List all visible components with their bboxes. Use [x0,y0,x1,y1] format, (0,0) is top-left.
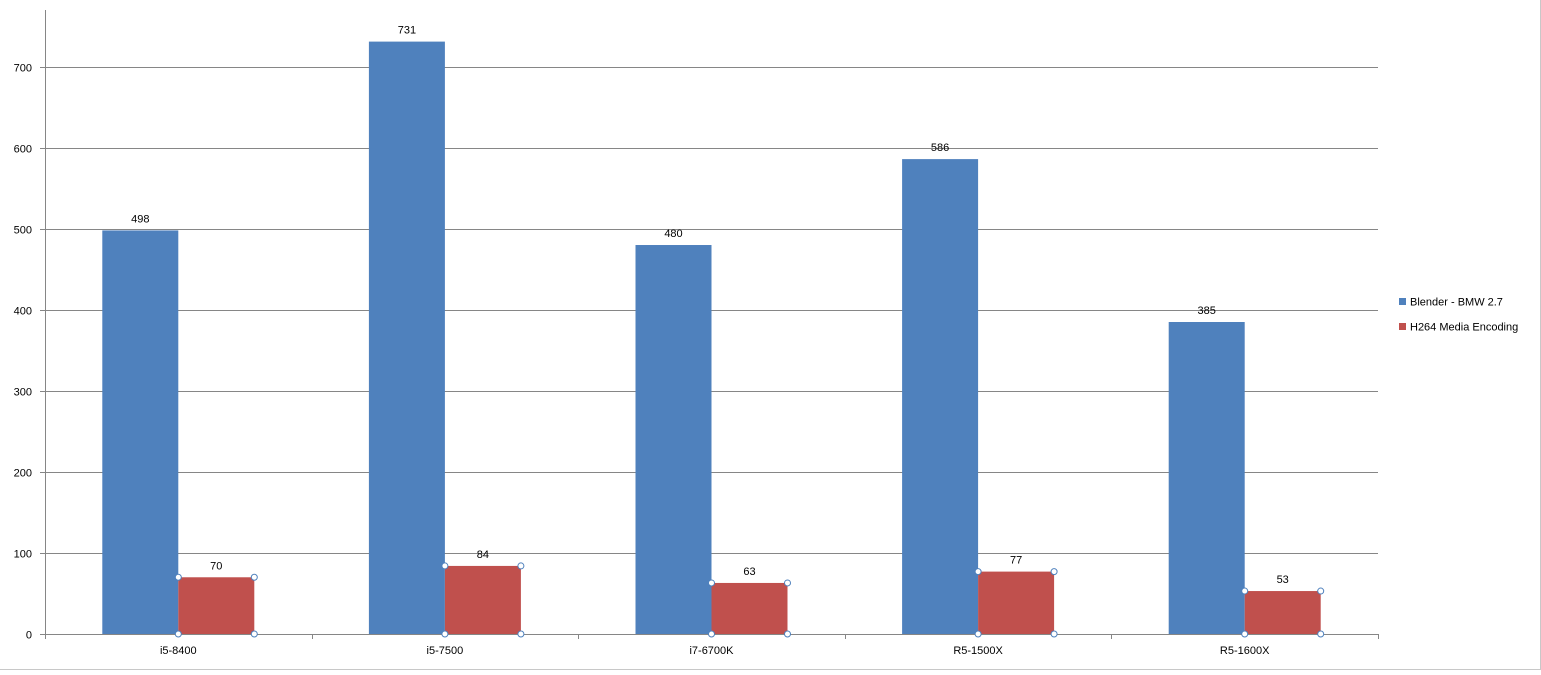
y-tick-label: 400 [14,306,32,318]
selection-handle[interactable] [708,630,715,638]
selection-handle[interactable] [174,630,182,638]
selection-handle[interactable] [974,630,982,638]
legend-swatch [1399,323,1406,330]
selection-handle[interactable] [517,562,525,570]
selection-handle[interactable] [1317,587,1325,595]
x-tick-label: i7-6700K [689,645,734,657]
legend-item-label[interactable]: H264 Media Encoding [1410,322,1518,334]
y-tick-label: 100 [14,549,32,561]
selection-handle[interactable] [1050,630,1058,638]
data-label: 586 [931,142,949,154]
y-tick-label: 0 [26,630,32,642]
selection-handle[interactable] [441,630,449,638]
data-label: 498 [131,213,149,225]
y-tick-label: 200 [14,468,32,480]
data-label: 77 [1010,555,1022,567]
data-label: 731 [398,25,416,37]
x-tick-label: i5-8400 [160,645,197,657]
data-label: 70 [210,560,222,572]
bars[interactable] [102,41,1321,635]
bar-h264-r5-1600x[interactable] [1244,591,1321,634]
bar-blender-i5-7500[interactable] [368,41,445,634]
selection-handle[interactable] [1050,568,1058,576]
bar-blender-r5-1500x[interactable] [902,159,979,634]
selection-handle[interactable] [1241,587,1249,595]
bar-h264-i7-6700k[interactable] [711,582,788,634]
legend-swatch [1399,298,1406,305]
selection-handle[interactable] [250,630,258,638]
x-tick-label: R5-1600X [1220,645,1270,657]
bar-blender-r5-1600x[interactable] [1168,322,1245,634]
x-tick-label: R5-1500X [953,645,1003,657]
selection-handle[interactable] [517,630,525,638]
data-label: 63 [743,566,755,578]
data-label: 53 [1277,574,1289,586]
bar-blender-i5-8400[interactable] [102,230,179,635]
selection-handle[interactable] [250,573,258,581]
y-tick-label: 500 [14,225,32,237]
y-tick-label: 700 [14,63,32,75]
bar-blender-i7-6700k[interactable] [635,245,712,634]
y-tick-label: 300 [14,387,32,399]
selection-handles[interactable] [174,562,1325,638]
bar-h264-i5-7500[interactable] [444,565,521,634]
selection-handle[interactable] [974,568,982,576]
data-label: 84 [477,549,489,561]
selection-handle[interactable] [784,630,791,638]
data-label: 480 [664,228,682,240]
data-label: 385 [1198,305,1216,317]
selection-handle[interactable] [441,562,449,570]
selection-handle[interactable] [1241,630,1249,638]
legend-item-label[interactable]: Blender - BMW 2.7 [1410,297,1503,309]
y-axis: 0 100 200 300 400 500 600 700 [14,10,46,642]
y-tick-label: 600 [14,144,32,156]
legend[interactable]: Blender - BMW 2.7 H264 Media Encoding [1399,297,1518,334]
x-tick-label: i5-7500 [427,645,464,657]
selection-handle[interactable] [784,579,791,587]
data-labels: 498 70 731 84 480 63 586 77 385 53 [131,25,1289,586]
selection-handle[interactable] [174,573,182,581]
bar-h264-i5-8400[interactable] [178,577,255,634]
selection-handle[interactable] [1317,630,1325,638]
bar-h264-r5-1500x[interactable] [978,571,1055,634]
selection-handle[interactable] [708,579,715,587]
